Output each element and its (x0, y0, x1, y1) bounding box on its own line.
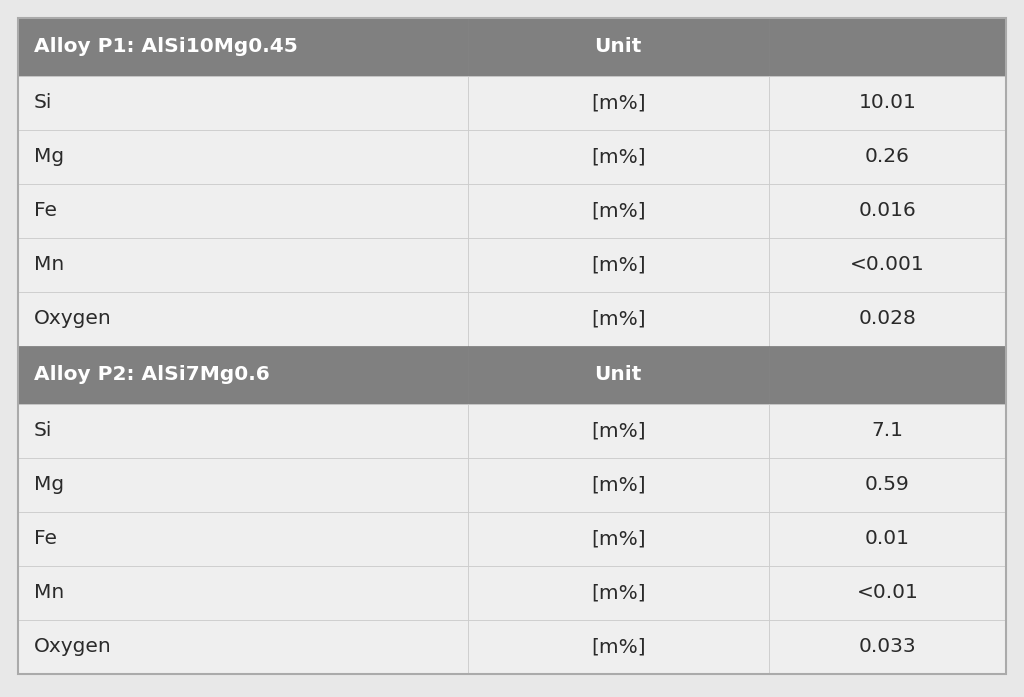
Text: [m%]: [m%] (591, 475, 645, 494)
Text: [m%]: [m%] (591, 309, 645, 328)
Bar (18, 458, 468, 512)
Bar (18, 238, 468, 292)
Bar (769, 292, 1006, 346)
Bar (18, 346, 468, 404)
Text: [m%]: [m%] (591, 256, 645, 275)
Bar (769, 18, 1006, 76)
Text: 0.033: 0.033 (859, 638, 916, 657)
Bar (769, 76, 1006, 130)
Bar (18, 620, 468, 674)
Bar (18, 76, 468, 130)
Bar (769, 238, 1006, 292)
Text: Unit: Unit (595, 38, 642, 56)
Bar (468, 238, 769, 292)
Text: Oxygen: Oxygen (34, 638, 112, 657)
Text: 10.01: 10.01 (858, 93, 916, 112)
Bar (769, 620, 1006, 674)
Text: Fe: Fe (34, 201, 57, 220)
Bar (769, 184, 1006, 238)
Text: Si: Si (34, 422, 52, 441)
Text: Mg: Mg (34, 148, 65, 167)
Bar (468, 404, 769, 458)
Text: Alloy P2: AlSi7Mg0.6: Alloy P2: AlSi7Mg0.6 (34, 365, 269, 385)
Text: [m%]: [m%] (591, 148, 645, 167)
Text: 7.1: 7.1 (871, 422, 903, 441)
Text: <0.01: <0.01 (856, 583, 919, 602)
Text: [m%]: [m%] (591, 422, 645, 441)
Bar (468, 458, 769, 512)
Bar (18, 512, 468, 566)
Text: [m%]: [m%] (591, 530, 645, 549)
Text: Mg: Mg (34, 475, 65, 494)
Bar (468, 566, 769, 620)
Bar (468, 130, 769, 184)
Text: <0.001: <0.001 (850, 256, 925, 275)
Bar (468, 620, 769, 674)
Text: 0.016: 0.016 (858, 201, 916, 220)
Bar (18, 18, 468, 76)
Text: Mn: Mn (34, 256, 65, 275)
Text: [m%]: [m%] (591, 93, 645, 112)
Text: [m%]: [m%] (591, 583, 645, 602)
Text: 0.028: 0.028 (858, 309, 916, 328)
Text: Unit: Unit (595, 365, 642, 385)
Bar (18, 130, 468, 184)
Text: 0.59: 0.59 (865, 475, 909, 494)
Text: Alloy P1: AlSi10Mg0.45: Alloy P1: AlSi10Mg0.45 (34, 38, 298, 56)
Text: Oxygen: Oxygen (34, 309, 112, 328)
Bar (769, 130, 1006, 184)
Bar (18, 566, 468, 620)
Bar (468, 18, 769, 76)
Text: [m%]: [m%] (591, 201, 645, 220)
Bar (468, 346, 769, 404)
Bar (18, 184, 468, 238)
Bar (769, 512, 1006, 566)
Text: Mn: Mn (34, 583, 65, 602)
Text: Si: Si (34, 93, 52, 112)
Bar (18, 292, 468, 346)
Bar (769, 566, 1006, 620)
Text: [m%]: [m%] (591, 638, 645, 657)
Bar (468, 184, 769, 238)
Bar (769, 458, 1006, 512)
Text: 0.01: 0.01 (865, 530, 910, 549)
Bar (468, 76, 769, 130)
Text: 0.26: 0.26 (865, 148, 910, 167)
Bar (18, 404, 468, 458)
Bar (769, 404, 1006, 458)
Text: Fe: Fe (34, 530, 57, 549)
Bar (468, 292, 769, 346)
Bar (769, 346, 1006, 404)
Bar (468, 512, 769, 566)
